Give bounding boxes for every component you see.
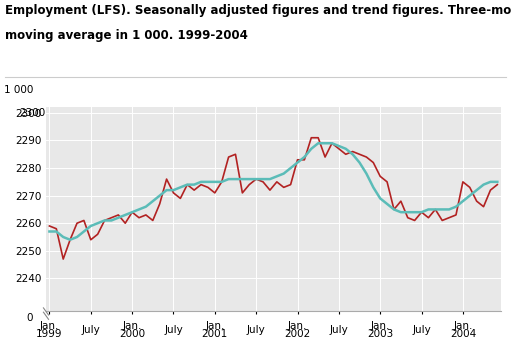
Trend <box>315 141 321 145</box>
Seasonally adjusted <box>191 188 197 192</box>
Trend <box>253 177 259 181</box>
Trend <box>494 180 500 184</box>
Text: Jan.: Jan. <box>288 321 307 331</box>
Trend <box>411 210 417 214</box>
Text: 2300: 2300 <box>20 108 46 118</box>
Text: Jan.: Jan. <box>370 321 390 331</box>
Line: Trend: Trend <box>50 143 497 240</box>
Text: 2004: 2004 <box>450 329 476 339</box>
Text: Jan.: Jan. <box>123 321 142 331</box>
Text: 2002: 2002 <box>285 329 311 339</box>
Text: July: July <box>412 325 431 335</box>
Text: Employment (LFS). Seasonally adjusted figures and trend figures. Three-month: Employment (LFS). Seasonally adjusted fi… <box>5 4 511 16</box>
Trend <box>67 238 73 242</box>
Text: 1 000: 1 000 <box>4 85 33 95</box>
Seasonally adjusted <box>246 183 252 187</box>
Line: Seasonally adjusted: Seasonally adjusted <box>50 138 497 259</box>
Seasonally adjusted <box>411 218 417 223</box>
Trend <box>246 177 252 181</box>
Seasonally adjusted <box>60 257 66 261</box>
Seasonally adjusted <box>47 224 53 228</box>
Seasonally adjusted <box>164 177 170 181</box>
Text: July: July <box>81 325 100 335</box>
Text: 0: 0 <box>27 313 33 323</box>
Text: Jan.: Jan. <box>453 321 473 331</box>
Text: 2003: 2003 <box>367 329 393 339</box>
Text: 2001: 2001 <box>202 329 228 339</box>
Seasonally adjusted <box>494 183 500 187</box>
Seasonally adjusted <box>308 136 314 140</box>
Text: July: July <box>247 325 266 335</box>
Text: July: July <box>164 325 183 335</box>
Text: July: July <box>330 325 348 335</box>
Trend <box>47 229 53 234</box>
Text: 1999: 1999 <box>36 329 63 339</box>
Trend <box>164 188 170 192</box>
Seasonally adjusted <box>253 177 259 181</box>
Text: moving average in 1 000. 1999-2004: moving average in 1 000. 1999-2004 <box>5 29 248 42</box>
Text: Jan.: Jan. <box>205 321 224 331</box>
Text: 2000: 2000 <box>119 329 145 339</box>
Text: Jan.: Jan. <box>40 321 59 331</box>
Trend <box>88 224 94 228</box>
Seasonally adjusted <box>88 238 94 242</box>
Trend <box>191 183 197 187</box>
